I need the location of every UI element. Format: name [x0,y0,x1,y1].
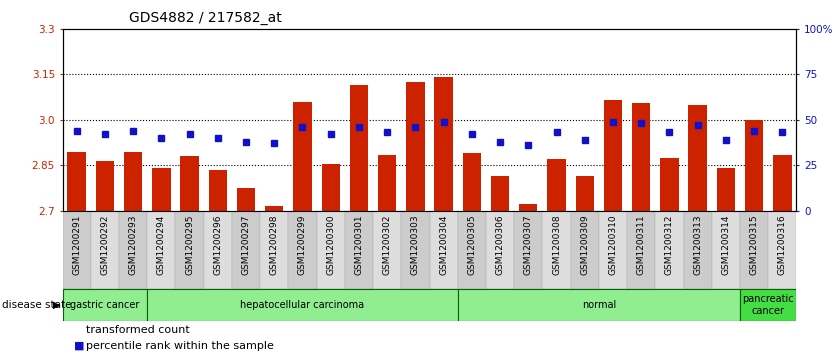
Text: GSM1200298: GSM1200298 [269,215,279,275]
Text: GSM1200297: GSM1200297 [242,215,250,275]
Bar [575,176,594,211]
Text: GSM1200295: GSM1200295 [185,215,194,275]
Bar [463,153,481,211]
Bar [401,211,430,289]
Bar [515,211,542,289]
Bar [773,155,791,211]
Text: GSM1200315: GSM1200315 [750,215,759,275]
Bar [491,176,510,211]
Bar [232,211,260,289]
Text: hepatocellular carcinoma: hepatocellular carcinoma [240,300,364,310]
Bar [684,211,711,289]
Bar [656,211,684,289]
Bar [604,100,622,211]
Bar [740,289,796,321]
Text: GSM1200311: GSM1200311 [636,215,646,275]
Text: GSM1200305: GSM1200305 [467,215,476,275]
Bar [152,168,170,211]
Text: GSM1200316: GSM1200316 [778,215,786,275]
Bar [458,211,486,289]
Text: pancreatic
cancer: pancreatic cancer [742,294,794,316]
Bar [119,211,148,289]
Bar [689,105,707,211]
Bar [570,211,599,289]
Text: GSM1200309: GSM1200309 [580,215,590,275]
Bar [519,204,537,211]
Bar [740,211,768,289]
Bar [96,160,114,211]
Bar [627,211,656,289]
Bar [542,211,570,289]
Bar [430,211,458,289]
Text: GSM1200292: GSM1200292 [100,215,109,275]
Text: GSM1200308: GSM1200308 [552,215,561,275]
Bar [711,211,740,289]
Bar [344,211,373,289]
Bar [260,211,289,289]
Text: GSM1200294: GSM1200294 [157,215,166,275]
Text: GSM1200300: GSM1200300 [326,215,335,275]
Text: GSM1200301: GSM1200301 [354,215,364,275]
Bar [378,155,396,211]
Bar [661,158,679,211]
Text: GSM1200303: GSM1200303 [411,215,420,275]
Bar [373,211,401,289]
Bar [435,77,453,211]
Bar [547,159,565,211]
Bar [486,211,515,289]
Text: GSM1200307: GSM1200307 [524,215,533,275]
Bar [406,82,425,211]
Bar [203,211,232,289]
Text: GSM1200310: GSM1200310 [609,215,617,275]
Bar [91,211,119,289]
Text: ▶: ▶ [53,300,60,310]
Text: GSM1200291: GSM1200291 [73,215,81,275]
Text: GSM1200314: GSM1200314 [721,215,731,275]
Text: gastric cancer: gastric cancer [70,300,139,310]
Bar [632,103,651,211]
Text: GSM1200304: GSM1200304 [440,215,448,275]
Text: GSM1200299: GSM1200299 [298,215,307,275]
Bar [180,156,198,211]
Text: GSM1200306: GSM1200306 [495,215,505,275]
Bar [124,152,143,211]
Bar [148,211,175,289]
Bar [458,289,740,321]
Bar [294,102,312,211]
Text: disease state: disease state [2,300,71,310]
Bar [768,211,796,289]
Text: percentile rank within the sample: percentile rank within the sample [86,340,274,351]
Bar [317,211,344,289]
Text: GDS4882 / 217582_at: GDS4882 / 217582_at [129,11,282,25]
Text: normal: normal [582,300,616,310]
Text: transformed count: transformed count [86,325,189,335]
Text: GSM1200313: GSM1200313 [693,215,702,275]
Bar [63,211,91,289]
Bar [68,152,86,211]
Bar [148,289,458,321]
Text: ■: ■ [74,340,85,351]
Bar [63,289,148,321]
Bar [175,211,203,289]
Text: GSM1200312: GSM1200312 [665,215,674,275]
Text: GSM1200293: GSM1200293 [128,215,138,275]
Bar [716,168,735,211]
Bar [237,188,255,211]
Bar [599,211,627,289]
Bar [349,85,368,211]
Bar [265,206,284,211]
Bar [745,120,763,211]
Bar [322,164,340,211]
Text: GSM1200296: GSM1200296 [214,215,223,275]
Bar [289,211,317,289]
Text: GSM1200302: GSM1200302 [383,215,392,275]
Bar [208,170,227,211]
